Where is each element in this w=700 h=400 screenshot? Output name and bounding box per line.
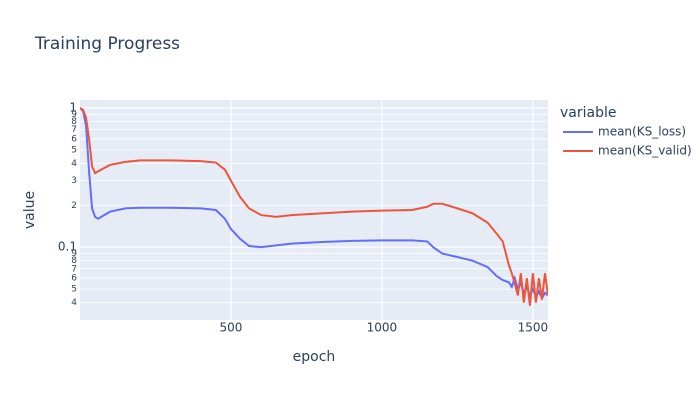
y-tick-label: 3: [71, 176, 77, 186]
y-tick-label: 8: [71, 256, 77, 266]
y-tick-label: 0.1: [58, 240, 77, 254]
y-tick-label: 6: [71, 134, 77, 144]
x-axis-title: epoch: [293, 349, 336, 365]
y-tick-label: 5: [71, 145, 77, 155]
y-tick-label: 4: [71, 159, 77, 169]
y-tick-label: 7: [71, 125, 77, 135]
x-tick-label: 1500: [518, 321, 549, 335]
legend-label: mean(KS_valid): [598, 144, 692, 158]
legend-title: variable: [560, 105, 616, 121]
legend-label: mean(KS_loss): [598, 125, 686, 139]
y-tick-label: 2: [71, 201, 77, 211]
chart-title: Training Progress: [34, 34, 180, 54]
series-line: [80, 107, 548, 306]
y-tick-label: 9: [71, 110, 77, 120]
x-tick-label: 500: [220, 321, 243, 335]
y-tick-label: 5: [71, 285, 77, 295]
y-axis-title: value: [22, 191, 38, 229]
y-tick-label: 7: [71, 264, 77, 274]
y-tick-label: 6: [71, 274, 77, 284]
y-tick-label: 1: [69, 100, 77, 114]
y-tick-label: 4: [71, 298, 77, 308]
plot-area: [80, 100, 548, 320]
y-tick-label: 8: [71, 117, 77, 127]
x-tick-label: 1000: [367, 321, 398, 335]
y-tick-label: 9: [71, 249, 77, 259]
